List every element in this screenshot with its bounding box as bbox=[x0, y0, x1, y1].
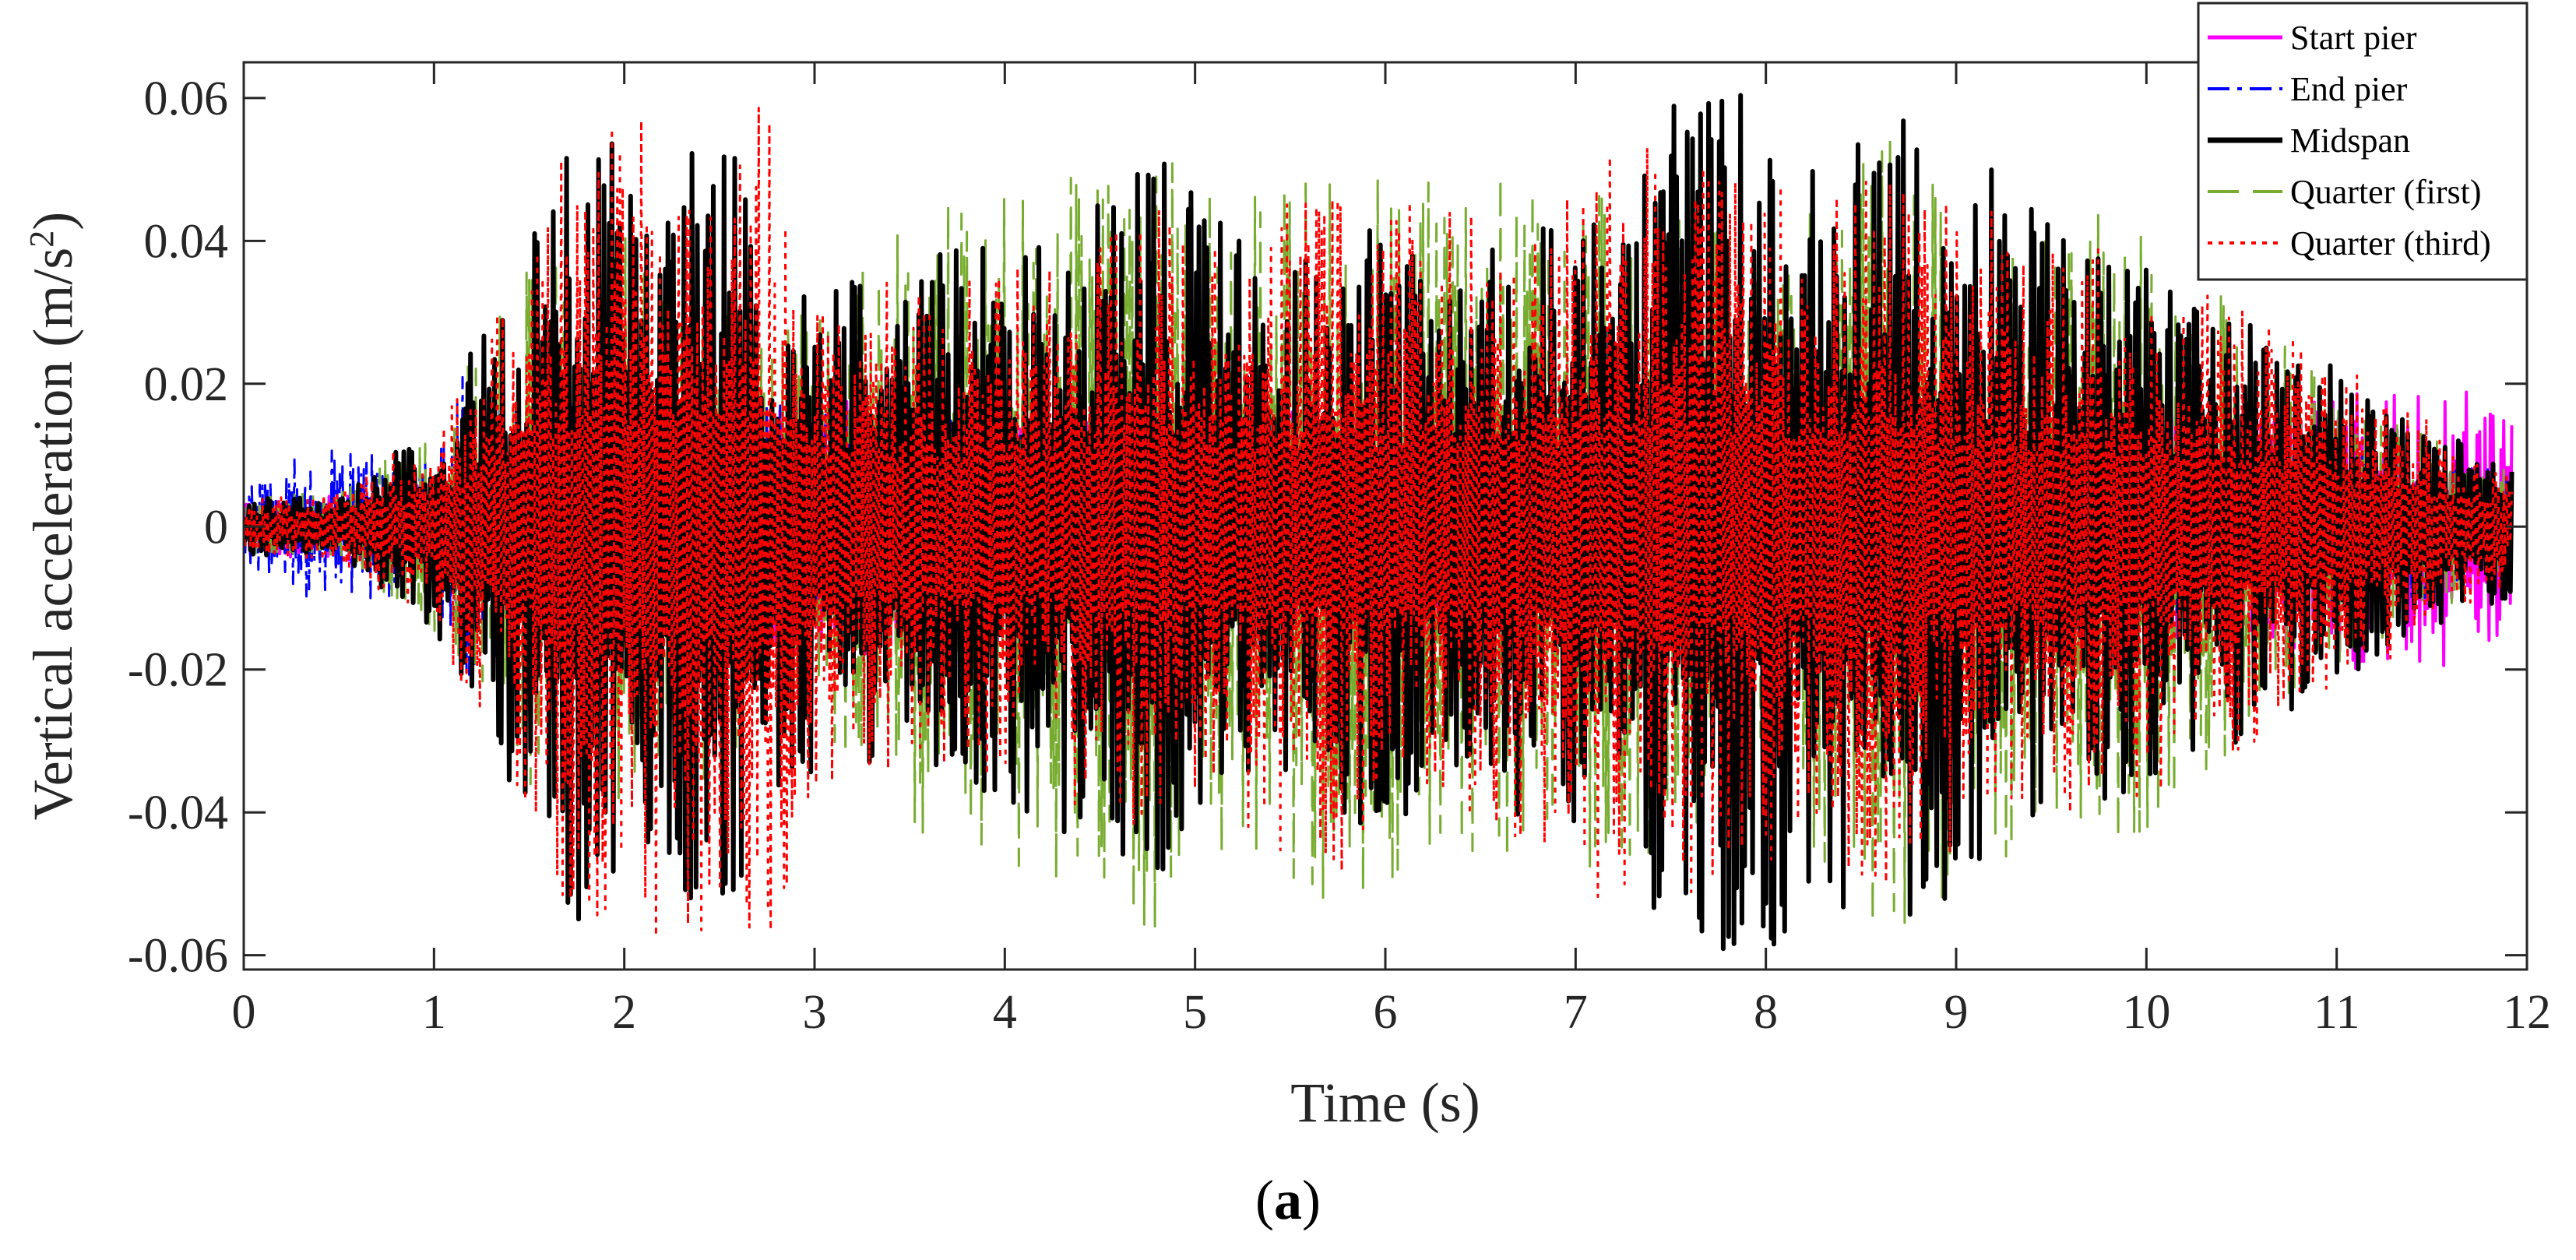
x-tick-label: 12 bbox=[2503, 986, 2551, 1039]
legend-label: Quarter (first) bbox=[2290, 173, 2482, 211]
y-tick-label: -0.02 bbox=[128, 644, 228, 697]
legend-label: Start pier bbox=[2290, 19, 2417, 57]
series-line-quarter-third bbox=[244, 107, 2513, 938]
y-tick-label: 0.02 bbox=[144, 358, 229, 411]
x-tick-label: 5 bbox=[1183, 986, 1207, 1039]
x-tick-label: 6 bbox=[1374, 986, 1398, 1039]
y-axis-title-tail: ) bbox=[22, 212, 84, 231]
series-group bbox=[244, 93, 2514, 952]
axes: 0 1 2 3 4 5 6 7 8 9 10 11 12-0.06-0.04-0.0200.020.04… bbox=[128, 61, 2551, 1039]
y-axis-title: Vertical acceleration (m/s2) bbox=[22, 212, 84, 821]
y-tick-label: 0.04 bbox=[144, 215, 229, 268]
caption-letter: a bbox=[1274, 1169, 1302, 1231]
x-axis-title: Time (s) bbox=[1290, 1072, 1480, 1134]
caption-open: ( bbox=[1255, 1169, 1274, 1231]
x-tick-label: 9 bbox=[1944, 986, 1969, 1039]
y-tick-label: -0.06 bbox=[128, 930, 228, 983]
x-tick-label: 1 bbox=[422, 986, 446, 1039]
x-tick-label: 7 bbox=[1564, 986, 1588, 1039]
legend-label: Quarter (third) bbox=[2290, 224, 2491, 262]
x-tick-label: 8 bbox=[1754, 986, 1778, 1039]
caption-close: ) bbox=[1302, 1169, 1321, 1231]
y-axis-title-superscript: 2 bbox=[23, 231, 61, 248]
x-tick-label: 2 bbox=[612, 986, 636, 1039]
x-tick-label: 4 bbox=[993, 986, 1017, 1039]
y-tick-label: 0 bbox=[204, 501, 228, 554]
x-tick-label: 3 bbox=[803, 986, 827, 1039]
y-tick-label: 0.06 bbox=[144, 72, 229, 125]
y-axis-title-main: Vertical acceleration (m/s bbox=[22, 248, 84, 821]
legend-label: Midspan bbox=[2290, 121, 2410, 160]
x-tick-label: 0 bbox=[232, 986, 256, 1039]
y-tick-label: -0.04 bbox=[128, 787, 228, 839]
x-tick-label: 11 bbox=[2314, 986, 2360, 1039]
figure-caption: (a) bbox=[0, 1168, 2576, 1233]
x-tick-label: 10 bbox=[2122, 986, 2170, 1039]
legend: Start pier End pier Midspan Quarter (first)… bbox=[2197, 2, 2528, 281]
legend-label: End pier bbox=[2290, 70, 2408, 108]
plot-area bbox=[244, 93, 2514, 952]
